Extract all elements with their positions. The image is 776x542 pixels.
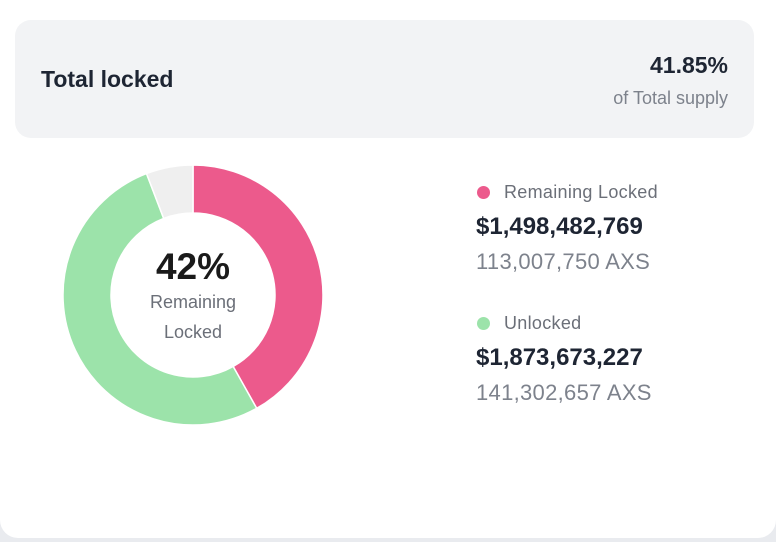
legend-usd-value: $1,498,482,769 [476, 213, 643, 240]
donut-center-percent: 42% [155, 246, 231, 287]
donut-slice-other [145, 164, 194, 220]
donut-slice-unlocked [62, 172, 258, 426]
locked-percent-caption: of Total supply [613, 88, 728, 108]
donut-center-label: Remaining Locked [149, 292, 237, 342]
legend-axs-amount: 113,007,750 AXS [476, 249, 651, 274]
legend-label: Remaining Locked [504, 181, 658, 202]
legend-label: Unlocked [504, 312, 582, 333]
header-title: Total locked [41, 66, 174, 92]
legend-usd-value: $1,873,673,227 [476, 344, 643, 371]
summary-header: Total locked 41.85% of Total supply [15, 20, 754, 138]
legend-item-remaining-locked: Remaining Locked $1,498,482,769 113,007,… [476, 180, 766, 278]
legend-item-unlocked: Unlocked $1,873,673,227 141,302,657 AXS [476, 311, 766, 409]
donut-chart [62, 164, 324, 426]
donut-slice-remaining-locked [192, 164, 324, 410]
locked-percent: 41.85% [649, 52, 728, 78]
legend-axs-amount: 141,302,657 AXS [476, 380, 652, 405]
legend-dot-icon [477, 185, 490, 199]
legend-dot-icon [477, 316, 490, 330]
